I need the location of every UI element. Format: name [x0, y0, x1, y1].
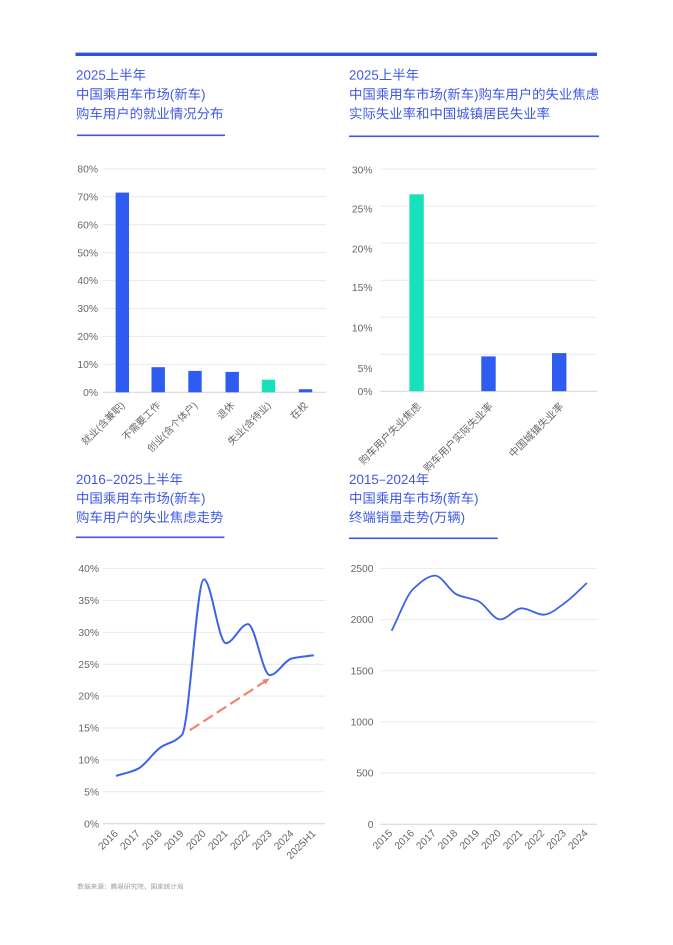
svg-text:40%: 40% — [77, 276, 98, 287]
svg-text:10%: 10% — [78, 756, 99, 767]
svg-text:25%: 25% — [352, 205, 373, 216]
svg-text:15%: 15% — [352, 283, 373, 294]
svg-text:5%: 5% — [358, 364, 373, 375]
svg-text:2500: 2500 — [351, 564, 374, 575]
svg-text:2000: 2000 — [351, 615, 374, 626]
svg-text:0: 0 — [368, 820, 374, 831]
svg-text:5%: 5% — [84, 787, 99, 798]
svg-text:25%: 25% — [78, 660, 99, 671]
svg-text:60%: 60% — [77, 220, 98, 231]
svg-text:0%: 0% — [358, 387, 373, 398]
svg-text:50%: 50% — [77, 248, 98, 259]
svg-text:0%: 0% — [84, 819, 99, 830]
svg-text:15%: 15% — [78, 724, 99, 735]
svg-text:0%: 0% — [83, 388, 98, 399]
svg-text:35%: 35% — [78, 596, 99, 607]
svg-text:500: 500 — [356, 769, 373, 780]
svg-text:30%: 30% — [78, 628, 99, 639]
svg-text:80%: 80% — [77, 165, 98, 176]
svg-text:10%: 10% — [352, 323, 373, 334]
svg-text:20%: 20% — [352, 245, 373, 256]
svg-text:30%: 30% — [352, 166, 373, 177]
svg-text:10%: 10% — [77, 360, 98, 371]
svg-text:20%: 20% — [77, 332, 98, 343]
svg-text:30%: 30% — [77, 304, 98, 315]
svg-text:20%: 20% — [78, 692, 99, 703]
svg-text:40%: 40% — [78, 564, 99, 575]
svg-text:1500: 1500 — [351, 666, 374, 677]
svg-text:1000: 1000 — [351, 718, 374, 729]
svg-text:70%: 70% — [77, 192, 98, 203]
